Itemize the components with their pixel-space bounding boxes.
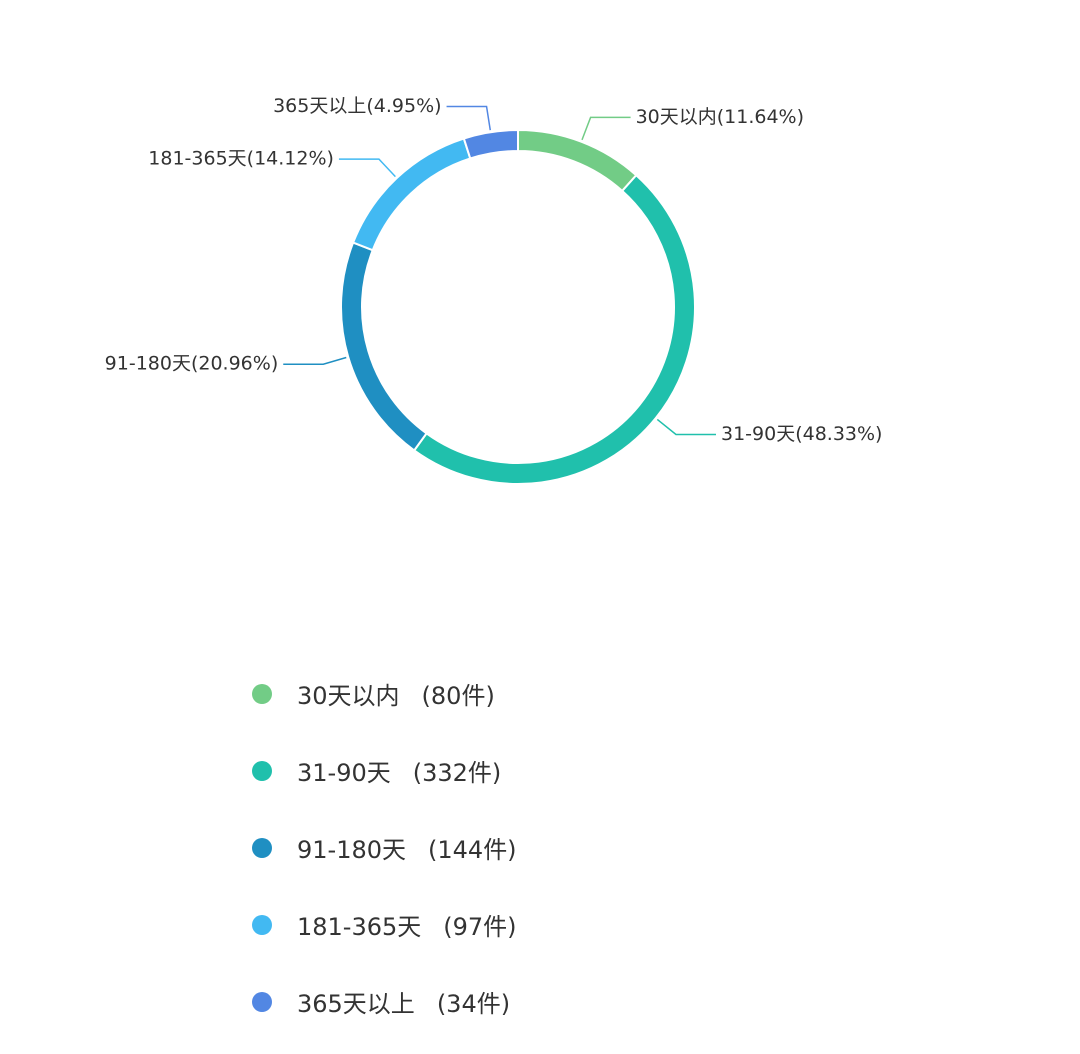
legend-count: (144件) xyxy=(428,836,517,864)
slice-label: 181-365天(14.12%) xyxy=(148,148,334,170)
donut-slice[interactable] xyxy=(340,241,428,452)
legend-label: 31-90天 xyxy=(297,759,391,787)
legend-label: 181-365天 xyxy=(297,913,422,941)
leader-line xyxy=(338,158,396,178)
legend-dot-icon xyxy=(252,837,272,858)
slice-labels: 30天以内(11.64%) 31-90天(48.33%) 91-180天(20.96… xyxy=(105,95,883,445)
legend-label: 365天以上 xyxy=(297,990,415,1018)
leader-lines xyxy=(283,105,716,436)
legend-count: (34件) xyxy=(436,990,511,1018)
donut-chart: 30天以内(11.64%) 31-90天(48.33%) 91-180天(20.96… xyxy=(105,95,883,485)
donut-slice[interactable] xyxy=(517,128,638,193)
legend-item[interactable]: 365天以上 (34件) xyxy=(252,963,517,1040)
legend-dot-icon xyxy=(252,914,272,935)
donut-slices xyxy=(340,128,696,485)
legend-item[interactable]: 181-365天 (97件) xyxy=(252,886,517,963)
leader-line xyxy=(581,116,631,141)
legend-dot-icon xyxy=(252,991,272,1012)
legend-label: 91-180天 xyxy=(297,836,407,864)
slice-label: 31-90天(48.33%) xyxy=(721,423,882,445)
legend-item[interactable]: 30天以内 (80件) xyxy=(252,655,517,732)
slice-label: 91-180天(20.96%) xyxy=(105,353,279,375)
legend-count: (97件) xyxy=(443,913,517,941)
donut-slice[interactable] xyxy=(412,173,696,485)
slice-label: 365天以上(4.95%) xyxy=(273,95,441,117)
legend-count: (80件) xyxy=(421,682,495,710)
donut-slice[interactable] xyxy=(351,137,472,252)
legend-count: (332件) xyxy=(412,759,502,787)
legend-dot-icon xyxy=(252,760,272,781)
legend-item[interactable]: 31-90天 (332件) xyxy=(252,732,517,809)
donut-slice[interactable] xyxy=(462,128,519,160)
slice-label: 30天以内(11.64%) xyxy=(636,106,804,128)
leader-line xyxy=(283,356,347,365)
legend-label: 30天以内 xyxy=(297,682,400,710)
leader-line xyxy=(446,105,492,131)
leader-line xyxy=(656,418,716,436)
legend: 30天以内 (80件) 31-90天 (332件) 91-180天 (144件)… xyxy=(252,655,517,1040)
legend-item[interactable]: 91-180天 (144件) xyxy=(252,809,517,886)
legend-dot-icon xyxy=(252,683,272,704)
